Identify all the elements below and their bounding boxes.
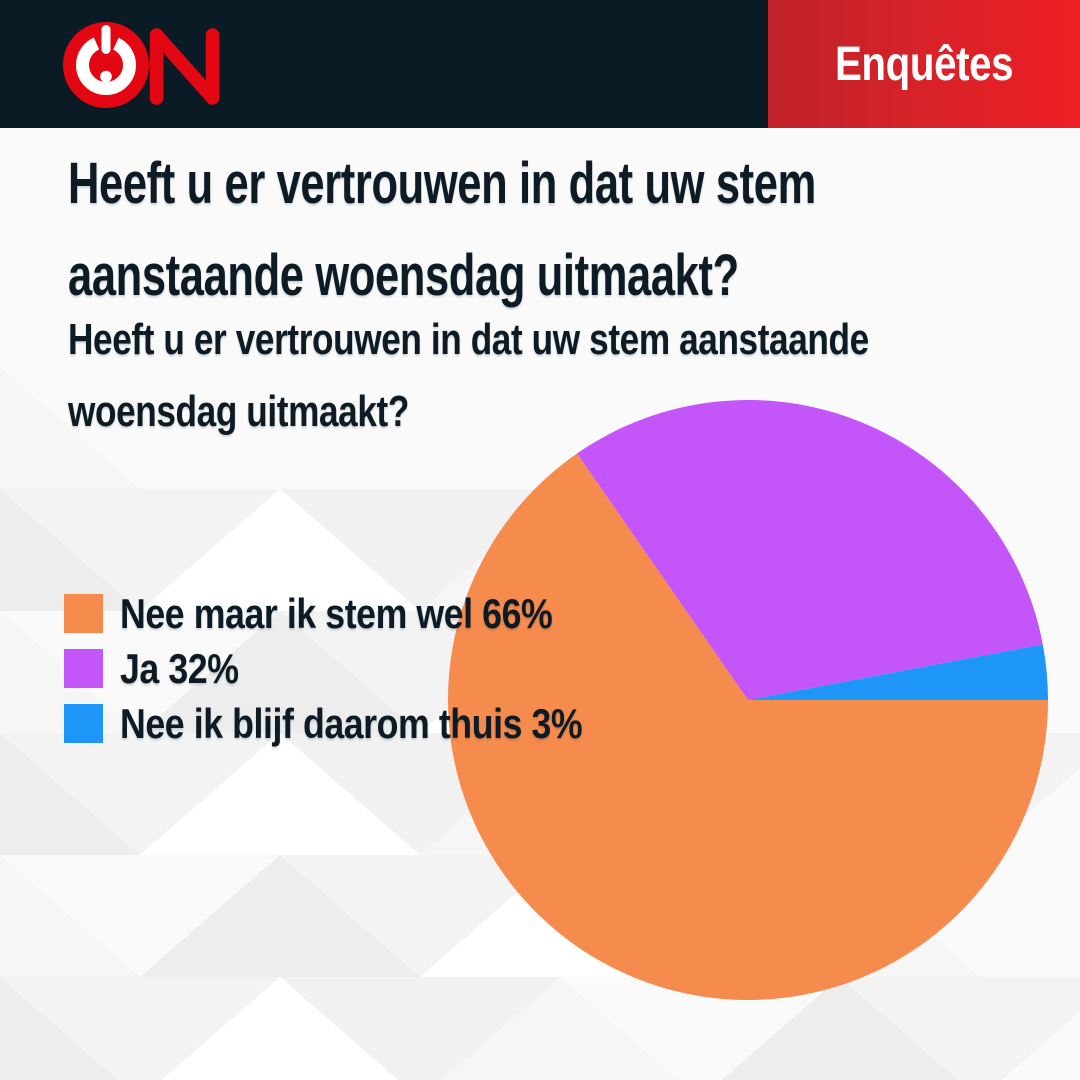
background-triangle xyxy=(140,611,420,733)
question-title-line-1: Heeft u er vertrouwen in dat uw stem xyxy=(68,151,816,216)
background-triangle xyxy=(280,977,560,1080)
legend-item: Nee maar ik stem wel 66% xyxy=(64,590,664,637)
header-bar: Enquêtes xyxy=(0,0,1080,128)
legend-label: Nee ik blijf daarom thuis 3% xyxy=(120,699,583,747)
legend-item: Nee ik blijf daarom thuis 3% xyxy=(64,700,664,747)
background-triangle xyxy=(140,733,420,855)
legend-swatch xyxy=(64,704,103,743)
chart-title-line-2: woensdag uitmaakt? xyxy=(68,387,409,436)
background-triangle xyxy=(161,977,399,1080)
legend-label: Nee maar ik stem wel 66% xyxy=(120,589,553,637)
pie-slice-1 xyxy=(447,453,1048,1000)
exclamation-dot-icon xyxy=(100,70,112,83)
pie-slice-2 xyxy=(576,399,1043,700)
background-triangle xyxy=(0,733,280,855)
legend-swatch xyxy=(64,594,103,633)
background-triangle xyxy=(140,489,420,611)
chart-title: Heeft u er vertrouwen in dat uw stem aan… xyxy=(68,304,1069,448)
background-triangle xyxy=(441,977,679,1080)
background-triangle xyxy=(560,977,840,1080)
background-triangle xyxy=(0,855,280,977)
power-circle-icon xyxy=(63,22,149,108)
logo-letter-n xyxy=(149,28,220,105)
category-badge-label: Enquêtes xyxy=(834,37,1014,91)
power-ring-icon xyxy=(76,35,136,95)
background-triangle xyxy=(840,977,1080,1080)
background-triangle xyxy=(280,489,560,611)
question-title-line-2: aanstaande woensdag uitmaakt? xyxy=(68,243,739,308)
background-triangle xyxy=(0,977,280,1080)
legend-item: Ja 32% xyxy=(64,645,664,692)
exclamation-bar-icon xyxy=(101,25,111,54)
legend-label: Ja 32% xyxy=(120,644,239,692)
on-logo xyxy=(63,22,220,108)
background-triangle xyxy=(280,855,560,977)
legend-swatch xyxy=(64,649,103,688)
question-title: Heeft u er vertrouwen in dat uw stem aan… xyxy=(68,138,1065,322)
background-triangle xyxy=(0,489,280,611)
background-triangle xyxy=(0,367,280,489)
background-triangle xyxy=(721,977,959,1080)
chart-title-line-1: Heeft u er vertrouwen in dat uw stem aan… xyxy=(68,315,869,364)
pie-slice-3 xyxy=(748,644,1048,700)
chart-legend: Nee maar ik stem wel 66% Ja 32% Nee ik bli… xyxy=(64,590,664,759)
background-triangle xyxy=(0,611,280,733)
background-triangle xyxy=(140,855,420,977)
category-badge: Enquêtes xyxy=(768,0,1080,128)
